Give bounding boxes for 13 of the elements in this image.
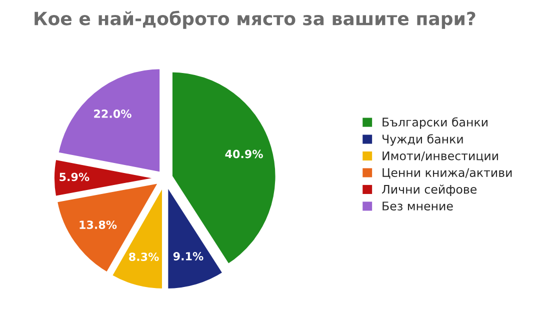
data-label: 5.9% — [60, 172, 90, 182]
data-label: 9.1% — [173, 252, 204, 260]
data-label: 22.0% — [94, 110, 132, 118]
legend-label: Чужди банки — [382, 134, 463, 146]
data-label: 40.9% — [225, 150, 263, 158]
legend-label: Български банки — [382, 117, 488, 129]
chart-title: Кое е най-доброто място за вашите пари? — [34, 10, 476, 29]
data-label: 8.3% — [129, 252, 159, 262]
data-label: 13.8% — [80, 220, 117, 229]
legend-label: Ценни книжа/активи — [382, 168, 512, 179]
legend-label: Имоти/инвестиции — [382, 151, 498, 162]
legend-label: Без мнение — [382, 202, 453, 210]
legend-label: Лични сейфове — [382, 184, 477, 196]
